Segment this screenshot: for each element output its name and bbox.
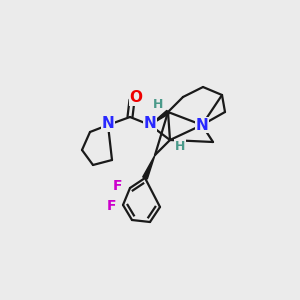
- Polygon shape: [143, 155, 155, 179]
- Text: H: H: [175, 140, 185, 152]
- Text: N: N: [102, 116, 114, 131]
- Text: N: N: [144, 116, 156, 131]
- Polygon shape: [150, 110, 169, 125]
- Text: N: N: [196, 118, 208, 133]
- Text: F: F: [106, 199, 116, 213]
- Text: F: F: [113, 179, 123, 193]
- Text: O: O: [130, 91, 142, 106]
- Text: H: H: [153, 98, 163, 110]
